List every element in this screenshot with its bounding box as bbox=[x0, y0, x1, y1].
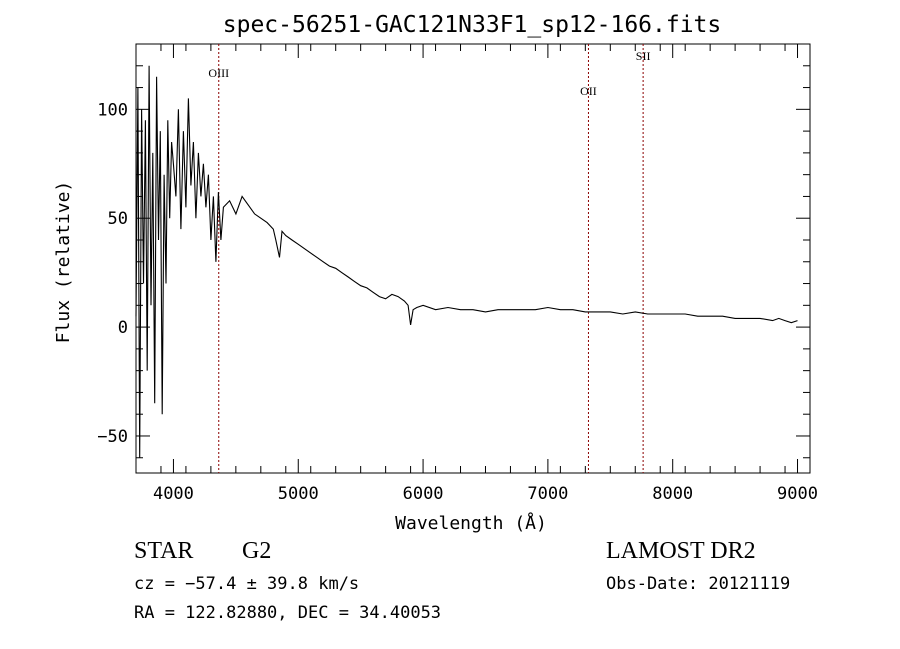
x-tick-label: 8000 bbox=[652, 484, 693, 504]
emission-line-label: OIII bbox=[208, 66, 229, 80]
object-class: STAR bbox=[134, 538, 194, 564]
x-tick-label: 7000 bbox=[527, 484, 568, 504]
x-tick-label: 4000 bbox=[153, 484, 194, 504]
plot-area: 4000 5000 6000 7000 8000 9000 −50 0 50 100 OIII OII… bbox=[97, 43, 818, 504]
coordinates-text: RA = 122.82880, DEC = 34.40053 bbox=[134, 603, 442, 623]
x-tick-label: 9000 bbox=[777, 484, 818, 504]
y-tick-label: 100 bbox=[97, 100, 128, 120]
x-axis-label: Wavelength (Å) bbox=[395, 512, 547, 534]
spectrum-line bbox=[135, 65, 798, 458]
y-tick-label: 50 bbox=[108, 209, 128, 229]
emission-line-label: OII bbox=[580, 84, 597, 98]
survey-label: LAMOST DR2 bbox=[606, 538, 756, 564]
x-tick-label: 5000 bbox=[278, 484, 319, 504]
redshift-text: cz = −57.4 ± 39.8 km/s bbox=[134, 574, 360, 594]
y-tick-label: 0 bbox=[118, 318, 128, 338]
y-tick-label: −50 bbox=[97, 427, 128, 447]
chart-title: spec-56251-GAC121N33F1_sp12-166.fits bbox=[223, 12, 722, 38]
y-axis-label: Flux (relative) bbox=[53, 181, 74, 344]
obs-date-text: Obs-Date: 20121119 bbox=[606, 574, 791, 594]
plot-frame bbox=[135, 43, 811, 474]
object-subclass: G2 bbox=[242, 538, 272, 564]
emission-line-label: SII bbox=[636, 49, 651, 63]
x-tick-label: 6000 bbox=[403, 484, 444, 504]
